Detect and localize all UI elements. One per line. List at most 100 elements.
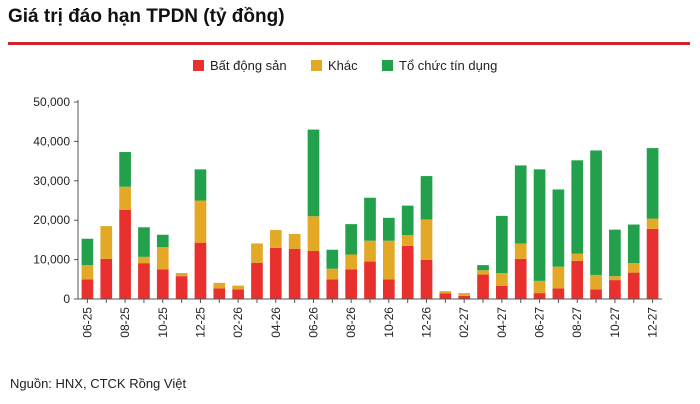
x-tick-label-10-26: 10-26 <box>382 307 396 338</box>
bar-segment-bat-dong-san-10-25 <box>156 269 169 299</box>
bar-segment-khac-08-26 <box>345 254 357 270</box>
bar-segment-bat-dong-san-03-26 <box>251 262 263 299</box>
y-tick-label: 0 <box>63 292 70 306</box>
bar-segment-bat-dong-san-12-27 <box>646 228 659 299</box>
x-tick-label-06-27: 06-27 <box>533 307 547 338</box>
x-tick-label-12-25: 12-25 <box>193 307 207 338</box>
bar-segment-bat-dong-san-04-26 <box>269 247 282 299</box>
x-tick-label-06-25: 06-25 <box>80 307 94 338</box>
bar-segment-khac-05-26 <box>288 233 301 249</box>
bar-segment-bat-dong-san-07-25 <box>100 258 113 299</box>
y-axis: 0 10,000 20,000 30,000 40,000 50,000 <box>33 95 79 306</box>
bar-segment-to-chuc-tin-dung-08-26 <box>345 224 357 255</box>
x-tick-label-08-27: 08-27 <box>570 307 584 338</box>
bar-segment-khac-12-26 <box>420 219 433 260</box>
bar-segment-to-chuc-tin-dung-10-27 <box>609 229 621 277</box>
bar-segment-khac-11-25 <box>175 273 188 277</box>
bar-segment-khac-02-26 <box>232 285 244 290</box>
bar-segment-bat-dong-san-10-27 <box>609 280 621 299</box>
bar-segment-bat-dong-san-09-26 <box>364 261 376 299</box>
bar-segment-khac-09-27 <box>590 274 602 290</box>
bar-segment-bat-dong-san-12-26 <box>420 259 433 299</box>
bar-segment-to-chuc-tin-dung-09-27 <box>590 150 602 275</box>
bar-segment-bat-dong-san-06-27 <box>533 293 546 299</box>
bar-segment-to-chuc-tin-dung-09-26 <box>364 197 376 241</box>
bar-segment-bat-dong-san-07-27 <box>552 288 565 299</box>
bar-segment-bat-dong-san-03-27 <box>477 274 489 299</box>
bar-segment-to-chuc-tin-dung-06-26 <box>307 129 320 217</box>
bars <box>81 129 659 299</box>
bar-segment-to-chuc-tin-dung-12-27 <box>646 148 659 219</box>
bar-segment-bat-dong-san-12-25 <box>194 242 207 299</box>
bar-segment-to-chuc-tin-dung-06-27 <box>533 169 546 281</box>
bar-segment-khac-01-27 <box>439 291 452 294</box>
x-tick-label-12-26: 12-26 <box>420 307 434 338</box>
bar-segment-khac-08-25 <box>119 186 131 210</box>
bar-segment-to-chuc-tin-dung-06-25 <box>81 238 94 266</box>
bar-segment-khac-10-26 <box>383 240 395 280</box>
bar-segment-khac-04-27 <box>496 273 508 286</box>
y-tick-label: 10,000 <box>33 253 70 267</box>
x-tick-label-06-26: 06-26 <box>306 307 320 338</box>
bar-segment-khac-06-27 <box>533 280 546 294</box>
source-note: Nguồn: HNX, CTCK Rồng Việt <box>10 376 187 391</box>
x-tick-label-02-26: 02-26 <box>231 307 245 338</box>
x-tick-label-08-26: 08-26 <box>344 307 358 338</box>
bar-segment-to-chuc-tin-dung-08-27 <box>571 160 584 254</box>
bar-segment-to-chuc-tin-dung-05-27 <box>514 165 527 244</box>
bar-segment-bat-dong-san-01-26 <box>213 288 226 299</box>
bar-segment-bat-dong-san-08-27 <box>571 260 584 299</box>
bar-segment-khac-05-27 <box>514 243 527 259</box>
bar-segment-khac-09-26 <box>364 240 376 262</box>
legend-label-to-chuc-tin-dung: Tổ chức tín dụng <box>399 58 497 73</box>
bar-segment-bat-dong-san-02-26 <box>232 289 244 299</box>
y-tick-label: 30,000 <box>33 174 70 188</box>
bar-segment-bat-dong-san-09-27 <box>590 289 602 299</box>
bar-segment-bat-dong-san-11-27 <box>627 272 640 299</box>
bar-segment-khac-12-25 <box>194 200 207 243</box>
bar-segment-to-chuc-tin-dung-10-26 <box>383 217 395 241</box>
bar-segment-bat-dong-san-02-27 <box>458 295 471 299</box>
bar-segment-to-chuc-tin-dung-12-26 <box>420 176 433 220</box>
bar-segment-to-chuc-tin-dung-11-26 <box>401 205 414 236</box>
bar-segment-khac-04-26 <box>269 230 282 248</box>
bar-segment-bat-dong-san-11-26 <box>401 245 414 299</box>
bar-segment-bat-dong-san-10-26 <box>383 279 395 299</box>
bar-segment-khac-03-26 <box>251 243 263 263</box>
bar-segment-bat-dong-san-01-27 <box>439 293 452 299</box>
bar-segment-to-chuc-tin-dung-10-25 <box>156 234 169 247</box>
bar-segment-khac-09-25 <box>138 256 150 264</box>
bar-segment-to-chuc-tin-dung-11-27 <box>627 224 640 264</box>
x-axis: 06-25 08-25 10-25 12-25 02-26 04-26 06-26 08-26… <box>78 298 662 338</box>
bar-segment-khac-10-27 <box>609 276 621 281</box>
legend-label-khac: Khác <box>328 58 358 73</box>
bar-segment-bat-dong-san-09-25 <box>138 263 150 299</box>
bar-segment-to-chuc-tin-dung-09-25 <box>138 227 150 257</box>
bar-segment-bat-dong-san-08-25 <box>119 209 131 299</box>
bar-segment-khac-12-27 <box>646 218 659 229</box>
stacked-bar-chart: Bất động sản Khác Tổ chức tín dụng 0 10,000… <box>33 58 662 338</box>
bar-segment-khac-03-27 <box>477 270 489 275</box>
bar-segment-khac-06-25 <box>81 265 94 280</box>
bar-segment-khac-07-25 <box>100 226 113 259</box>
legend: Bất động sản Khác Tổ chức tín dụng <box>193 58 497 73</box>
bar-segment-bat-dong-san-08-26 <box>345 269 357 299</box>
bar-segment-to-chuc-tin-dung-08-25 <box>119 152 131 187</box>
bar-segment-bat-dong-san-04-27 <box>496 286 508 299</box>
bar-segment-khac-01-26 <box>213 282 226 289</box>
bar-segment-bat-dong-san-07-26 <box>326 279 339 299</box>
bar-segment-to-chuc-tin-dung-07-27 <box>552 189 565 267</box>
bar-segment-khac-11-27 <box>627 263 640 273</box>
title-underline <box>8 42 690 45</box>
legend-swatch-khac <box>311 60 322 71</box>
bar-segment-to-chuc-tin-dung-03-27 <box>477 265 489 271</box>
bar-segment-khac-10-25 <box>156 246 169 270</box>
y-tick-label: 20,000 <box>33 213 70 227</box>
bar-segment-to-chuc-tin-dung-04-27 <box>496 215 508 273</box>
bar-segment-khac-08-27 <box>571 253 584 261</box>
bar-segment-bat-dong-san-05-26 <box>288 248 301 299</box>
bar-segment-khac-07-27 <box>552 266 565 289</box>
legend-swatch-bat-dong-san <box>193 60 204 71</box>
x-tick-label-12-27: 12-27 <box>646 307 660 338</box>
bar-segment-bat-dong-san-06-25 <box>81 279 94 299</box>
